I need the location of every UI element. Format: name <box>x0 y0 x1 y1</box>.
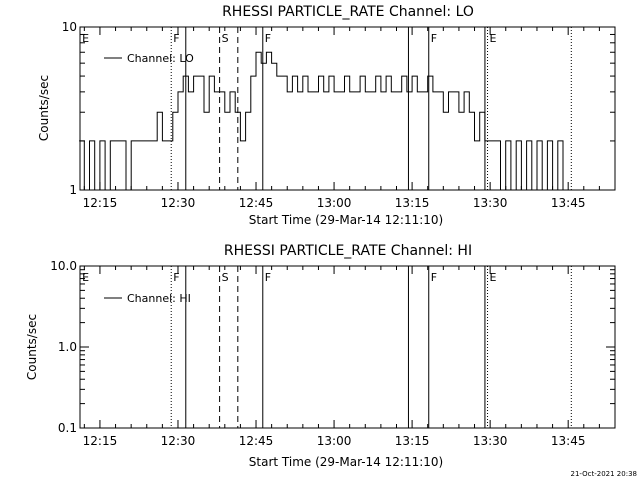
x-tick-label: 13:45 <box>551 434 586 448</box>
panel-hi: RHESSI PARTICLE_RATE Channel: HI Counts/… <box>25 243 616 469</box>
x-tick-label: 13:00 <box>317 196 352 210</box>
legend-entry: Channel: HI <box>127 292 191 305</box>
event-marker-label: E <box>82 32 89 45</box>
timestamp: 21-Oct-2021 20:38 <box>571 470 637 478</box>
x-tick-label: 12:30 <box>161 434 196 448</box>
y-tick-label: 1 <box>69 183 77 197</box>
event-marker-label: S <box>222 32 229 45</box>
event-marker-label: E <box>82 271 89 284</box>
x-tick-label: 12:15 <box>83 434 118 448</box>
x-tick-label: 12:45 <box>239 434 274 448</box>
y-axis-label: Counts/sec <box>25 314 39 380</box>
x-tick-label: 13:30 <box>473 196 508 210</box>
y-tick-label: 10.0 <box>50 259 77 273</box>
event-marker-label: F <box>173 271 179 284</box>
event-marker-label: F <box>431 271 437 284</box>
y-tick-label: 10 <box>62 20 77 34</box>
event-marker-label: E <box>490 32 497 45</box>
axis-ticks: 12:15 12:30 12:45 13:00 13:15 13:30 13:45 0.1 1.… <box>50 259 616 448</box>
y-axis-label: Counts/sec <box>37 75 51 141</box>
event-marker-label: E <box>490 271 497 284</box>
series-group <box>79 51 579 191</box>
x-tick-label: 12:45 <box>239 196 274 210</box>
x-tick-label: 13:15 <box>395 196 430 210</box>
legend-entry: Channel: LO <box>127 52 194 65</box>
x-tick-label: 13:15 <box>395 434 430 448</box>
event-marker-label: F <box>265 32 271 45</box>
event-marker-label: S <box>222 271 229 284</box>
event-marker-label: F <box>265 271 271 284</box>
event-marker-label: F <box>431 32 437 45</box>
x-tick-label: 13:45 <box>551 196 586 210</box>
y-tick-label: 0.1 <box>58 421 77 435</box>
axis-ticks: 12:15 12:30 12:45 13:00 13:15 13:30 13:45 1 10 <box>62 20 616 210</box>
x-tick-label: 13:00 <box>317 434 352 448</box>
x-tick-label: 12:30 <box>161 196 196 210</box>
plot-frame <box>79 26 616 191</box>
event-marker-label: F <box>173 32 179 45</box>
series-line <box>79 51 579 191</box>
x-tick-label: 13:30 <box>473 434 508 448</box>
x-tick-label: 12:15 <box>83 196 118 210</box>
chart-title: RHESSI PARTICLE_RATE Channel: HI <box>224 243 472 259</box>
x-axis-label: Start Time (29-Mar-14 12:11:10) <box>249 455 443 469</box>
panel-lo: RHESSI PARTICLE_RATE Channel: LO Counts/… <box>37 4 616 227</box>
x-axis-label: Start Time (29-Mar-14 12:11:10) <box>249 213 443 227</box>
y-tick-label: 1.0 <box>58 340 77 354</box>
chart-title: RHESSI PARTICLE_RATE Channel: LO <box>222 4 474 20</box>
plot-frame <box>79 265 616 429</box>
